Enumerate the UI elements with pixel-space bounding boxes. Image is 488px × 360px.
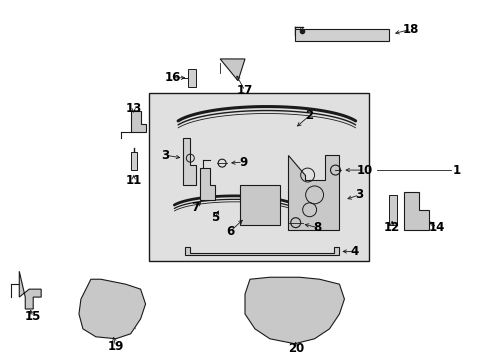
Polygon shape [244, 277, 344, 344]
Text: 16: 16 [164, 71, 180, 84]
Text: 2: 2 [305, 109, 313, 122]
Text: 17: 17 [236, 84, 253, 97]
Bar [188, 69, 196, 87]
Polygon shape [19, 271, 41, 309]
Text: 19: 19 [107, 340, 123, 353]
Polygon shape [220, 59, 244, 81]
Text: 12: 12 [383, 221, 400, 234]
Text: 3: 3 [161, 149, 169, 162]
Polygon shape [403, 192, 428, 230]
Text: 3: 3 [355, 188, 363, 201]
Text: 11: 11 [125, 174, 142, 186]
Polygon shape [240, 185, 279, 225]
Text: 7: 7 [191, 201, 199, 214]
Bar [130, 152, 136, 170]
Polygon shape [200, 168, 215, 200]
Polygon shape [294, 29, 388, 41]
Text: 14: 14 [428, 221, 444, 234]
Text: 5: 5 [211, 211, 219, 224]
Text: 8: 8 [313, 221, 321, 234]
Polygon shape [183, 138, 196, 185]
Polygon shape [185, 247, 339, 255]
Text: 20: 20 [288, 342, 304, 355]
Text: 1: 1 [452, 163, 460, 176]
Text: 9: 9 [239, 156, 246, 168]
Bar [148, 93, 368, 261]
Text: 4: 4 [349, 245, 358, 258]
Text: 18: 18 [402, 23, 418, 36]
Polygon shape [287, 155, 339, 230]
Text: 6: 6 [225, 225, 234, 238]
Text: 13: 13 [125, 102, 142, 115]
Polygon shape [130, 111, 145, 132]
Text: 15: 15 [25, 310, 41, 323]
Text: 10: 10 [355, 163, 372, 176]
Polygon shape [79, 279, 145, 339]
Bar [388, 195, 396, 225]
